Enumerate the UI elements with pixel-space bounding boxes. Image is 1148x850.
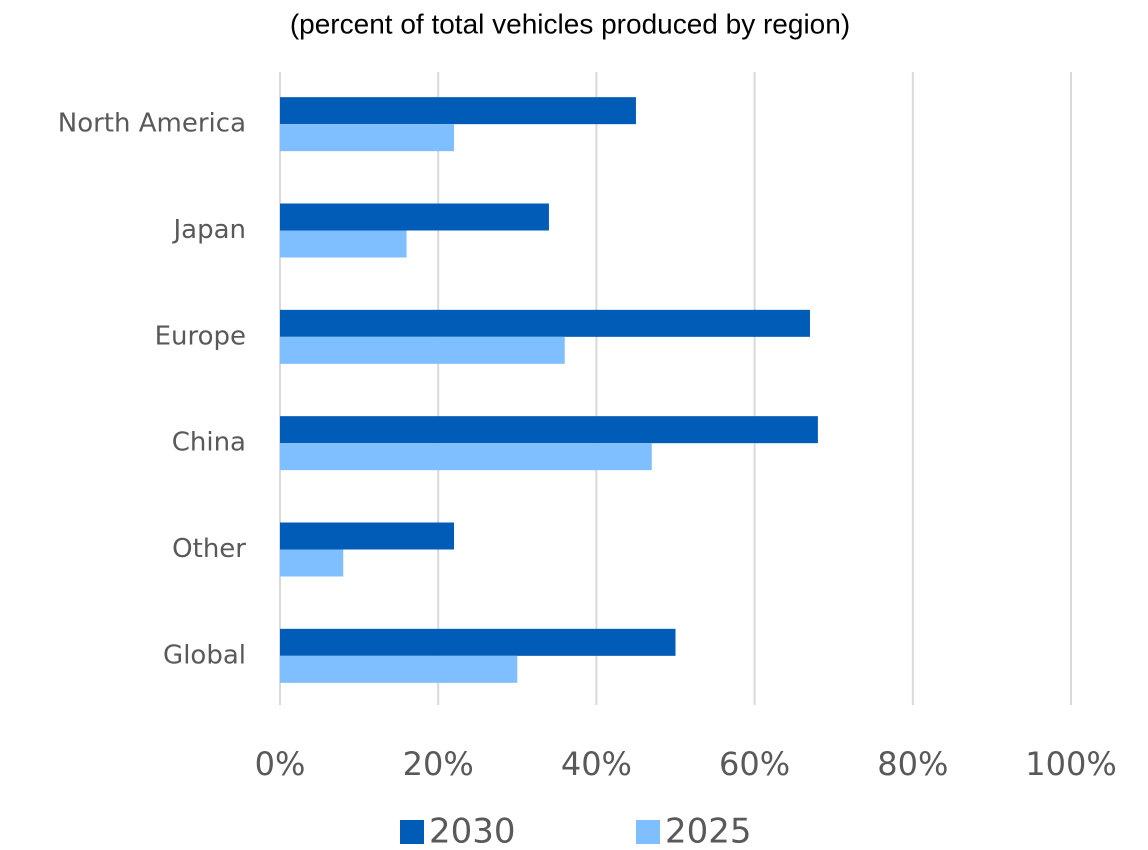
- legend-swatch: [400, 820, 424, 844]
- legend-label: 2025: [665, 812, 752, 850]
- bar: [280, 203, 549, 231]
- y-tick-label: North America: [58, 109, 246, 139]
- x-tick-label: 100%: [1025, 745, 1116, 783]
- bar: [280, 97, 636, 125]
- x-tick-label: 0%: [255, 745, 306, 783]
- bar: [280, 522, 455, 550]
- bar: [280, 336, 565, 364]
- bar: [280, 655, 518, 683]
- legend-label: 2030: [429, 812, 516, 850]
- bar: [280, 416, 818, 444]
- bar: [280, 124, 455, 152]
- bar: [280, 230, 407, 258]
- bar: [280, 443, 652, 471]
- chart-title: (percent of total vehicles produced by r…: [290, 8, 850, 39]
- bar: [280, 549, 344, 577]
- x-tick-label: 60%: [719, 745, 790, 783]
- y-tick-label: China: [172, 428, 246, 458]
- legend-swatch: [636, 820, 660, 844]
- bar: [280, 628, 676, 656]
- x-tick-label: 80%: [877, 745, 948, 783]
- y-tick-label: Japan: [171, 215, 246, 245]
- x-tick-label: 40%: [561, 745, 632, 783]
- bar: [280, 309, 810, 337]
- y-tick-label: Global: [163, 640, 246, 670]
- y-tick-label: Other: [172, 534, 246, 564]
- x-tick-label: 20%: [403, 745, 474, 783]
- y-tick-label: Europe: [155, 321, 246, 351]
